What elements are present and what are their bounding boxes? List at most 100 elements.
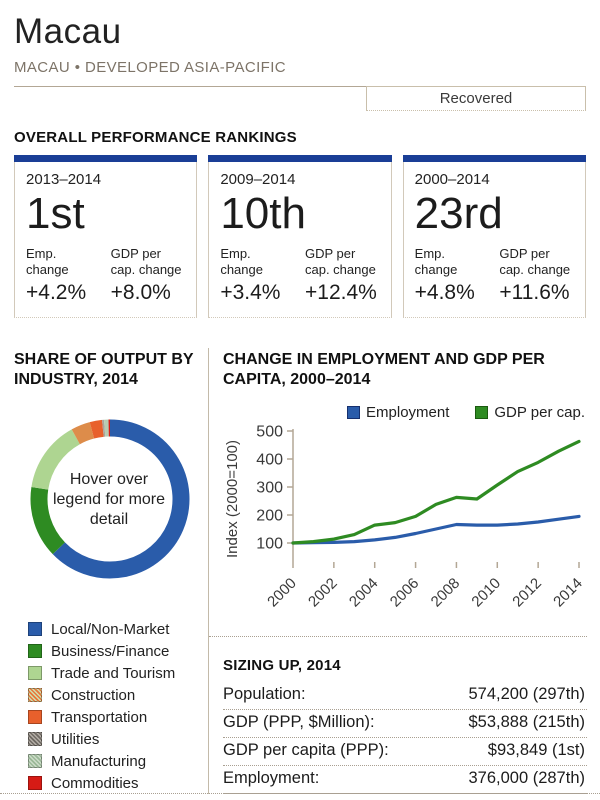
- legend-label: GDP per cap.: [494, 404, 585, 422]
- rankings-heading: OVERALL PERFORMANCE RANKINGS: [14, 129, 297, 146]
- page-title: Macau: [14, 12, 122, 51]
- donut-svg: [30, 419, 190, 579]
- donut-segment-trade-and-tourism: [31, 429, 81, 491]
- legend-item-commodities[interactable]: Commodities: [28, 772, 202, 794]
- x-tick-label: 2004: [346, 575, 382, 611]
- donut-segment-business-finance: [30, 487, 66, 555]
- chart-column: CHANGE IN EMPLOYMENT AND GDP PER CAPITA,…: [208, 348, 587, 795]
- status-tab-recovered[interactable]: Recovered: [366, 86, 586, 111]
- gdp-swatch-icon: [475, 406, 489, 420]
- commodities-swatch-icon: [28, 776, 42, 791]
- legend-label: Manufacturing: [51, 752, 147, 770]
- series-line-gdp-per-cap: [291, 440, 581, 545]
- row-label: GDP (PPP, $Million):: [223, 713, 375, 732]
- y-tick-label: 200: [256, 508, 283, 525]
- donut-center-hint: Hover over legend for more detail: [52, 471, 166, 529]
- breadcrumb: MACAU • DEVELOPED ASIA-PACIFIC: [14, 59, 287, 76]
- industry-heading: SHARE OF OUTPUT BY INDUSTRY, 2014: [14, 351, 194, 389]
- legend-label: Utilities: [51, 730, 100, 748]
- row-label: Population:: [223, 685, 306, 704]
- legend-item-employment[interactable]: Employment: [347, 404, 449, 421]
- header-divider: [14, 86, 586, 87]
- ranking-card-2000-2014: 2000–2014 23rd Emp. change +4.8% GDP per…: [402, 155, 586, 319]
- table-row-gdp-ppp: GDP (PPP, $Million): $53,888 (215th): [223, 710, 587, 739]
- gdp-change-value: +12.4%: [305, 281, 377, 305]
- business-finance-swatch-icon: [28, 644, 42, 659]
- industry-legend: Local/Non-Market Business/Finance Trade an…: [28, 618, 202, 794]
- card-period: 2009–2014: [220, 171, 296, 188]
- gdp-change-label: GDP per cap. change: [305, 246, 376, 277]
- trade-and-tourism-swatch-icon: [28, 666, 42, 681]
- line-chart-legend: Employment GDP per cap.: [223, 404, 585, 421]
- sizing-table: Population: 574,200 (297th) GDP (PPP, $M…: [223, 682, 587, 795]
- x-tick-label: 2002: [305, 575, 341, 611]
- row-label: Employment:: [223, 769, 320, 788]
- card-accent-bar: [208, 155, 392, 162]
- x-tick-label: 2006: [387, 575, 423, 611]
- card-rank: 10th: [220, 189, 306, 238]
- main-columns: SHARE OF OUTPUT BY INDUSTRY, 2014 Hover …: [14, 348, 587, 795]
- legend-label: Business/Finance: [51, 642, 170, 660]
- card-rank: 1st: [26, 189, 85, 238]
- legend-item-transportation[interactable]: Transportation: [28, 706, 202, 728]
- emp-change-label: Emp. change: [220, 246, 263, 277]
- ranking-cards: 2013–2014 1st Emp. change +4.2% GDP per …: [14, 155, 586, 319]
- industry-donut-chart: Hover over legend for more detail: [14, 412, 204, 588]
- page-bottom-divider: [0, 793, 600, 794]
- row-value: 574,200 (297th): [468, 685, 585, 704]
- card-period: 2000–2014: [414, 171, 490, 188]
- legend-label: Trade and Tourism: [51, 664, 176, 682]
- y-tick-label: 400: [256, 452, 283, 469]
- transportation-swatch-icon: [28, 710, 42, 725]
- card-period: 2013–2014: [26, 171, 102, 188]
- emp-change-value: +3.4%: [220, 281, 281, 305]
- y-tick-label: 100: [256, 536, 283, 553]
- x-tick-label: 2000: [264, 575, 300, 611]
- x-tick-label: 2010: [468, 575, 504, 611]
- legend-item-construction[interactable]: Construction: [28, 684, 202, 706]
- gdp-change-label: GDP per cap. change: [499, 246, 571, 277]
- gdp-change-value: +11.6%: [499, 281, 570, 305]
- table-row-employment: Employment: 376,000 (287th): [223, 766, 587, 795]
- emp-change-value: +4.8%: [414, 281, 475, 305]
- row-value: 376,000 (287th): [468, 769, 585, 788]
- table-row-gdp-per-capita: GDP per capita (PPP): $93,849 (1st): [223, 738, 587, 767]
- legend-label: Commodities: [51, 774, 139, 792]
- employment-chart-heading: CHANGE IN EMPLOYMENT AND GDP PER CAPITA,…: [223, 351, 545, 389]
- legend-label: Employment: [366, 404, 450, 422]
- legend-item-manufacturing[interactable]: Manufacturing: [28, 750, 202, 772]
- manufacturing-swatch-icon: [28, 754, 42, 769]
- ranking-card-2009-2014: 2009–2014 10th Emp. change +3.4% GDP per…: [208, 155, 392, 319]
- ranking-card-2013-2014: 2013–2014 1st Emp. change +4.2% GDP per …: [14, 155, 198, 319]
- legend-item-trade-and-tourism[interactable]: Trade and Tourism: [28, 662, 202, 684]
- utilities-swatch-icon: [28, 732, 42, 747]
- gdp-change-value: +8.0%: [110, 281, 171, 305]
- donut-segment-local-non-market: [52, 419, 190, 579]
- legend-item-local-non-market[interactable]: Local/Non-Market: [28, 618, 202, 640]
- emp-change-label: Emp. change: [26, 246, 69, 277]
- status-row: Recovered: [14, 86, 586, 117]
- gdp-change-label: GDP per cap. change: [110, 246, 182, 277]
- table-row-population: Population: 574,200 (297th): [223, 682, 587, 711]
- legend-label: Local/Non-Market: [51, 620, 170, 638]
- legend-item-business-finance[interactable]: Business/Finance: [28, 640, 202, 662]
- construction-swatch-icon: [28, 688, 42, 703]
- card-accent-bar: [402, 155, 586, 162]
- donut-segment-construction: [71, 422, 95, 445]
- series-line-employment: [291, 515, 581, 545]
- emp-change-label: Emp. change: [414, 246, 458, 277]
- sizing-up-heading: SIZING UP, 2014: [223, 657, 341, 675]
- legend-item-gdp-per-cap[interactable]: GDP per cap.: [475, 404, 585, 421]
- emp-change-value: +4.2%: [26, 281, 87, 305]
- section-divider: [209, 636, 587, 638]
- local-non-market-swatch-icon: [28, 622, 42, 637]
- x-tick-label: 2012: [509, 575, 545, 611]
- row-label: GDP per capita (PPP):: [223, 741, 389, 760]
- industry-column: SHARE OF OUTPUT BY INDUSTRY, 2014 Hover …: [14, 348, 208, 794]
- x-tick-label: 2014: [550, 575, 586, 611]
- legend-item-utilities[interactable]: Utilities: [28, 728, 202, 750]
- y-axis-label: Index (2000=100): [224, 440, 241, 558]
- legend-label: Construction: [51, 686, 136, 704]
